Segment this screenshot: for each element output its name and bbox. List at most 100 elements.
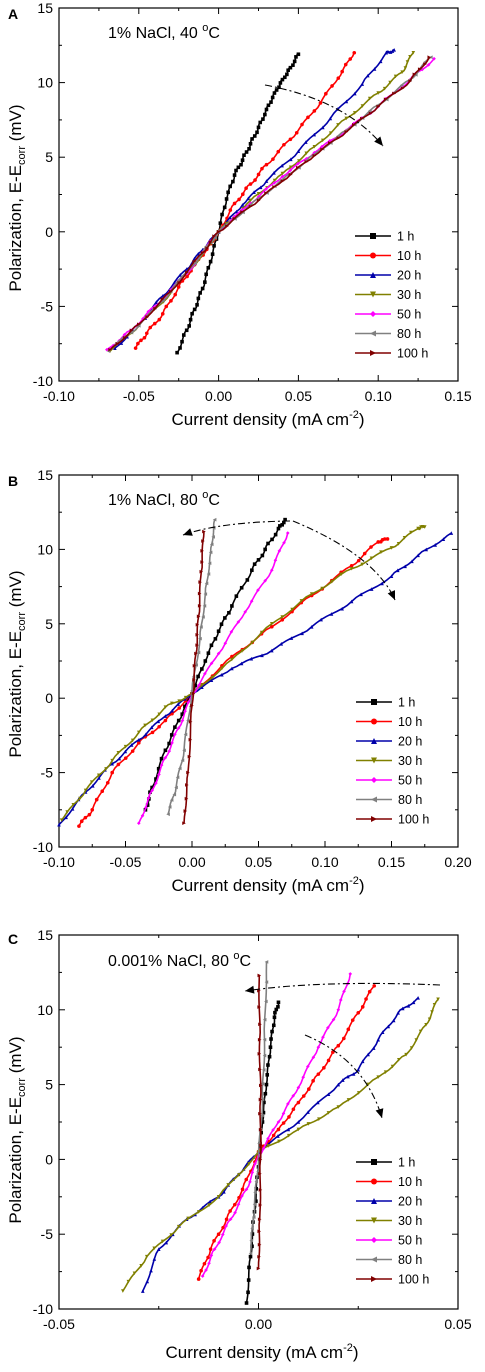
y-axis-title: Polarization, E-Ecorr (mV) — [6, 570, 28, 757]
data-point — [160, 297, 165, 301]
data-point — [286, 1102, 290, 1106]
data-point — [211, 535, 215, 539]
data-point — [296, 1127, 301, 1132]
data-point — [216, 651, 221, 656]
data-point — [232, 173, 237, 177]
data-point — [288, 157, 293, 162]
data-point — [182, 821, 186, 825]
data-point — [328, 131, 333, 136]
data-point — [207, 561, 212, 566]
data-point — [247, 1265, 251, 1270]
data-point — [264, 187, 268, 191]
chart-body: -0.10 -0.05 0.00 0.05 0.10 0.15 0.20 -10 -5 0 5 10 1… — [33, 467, 472, 870]
data-point — [157, 712, 162, 717]
data-point — [278, 81, 283, 85]
data-point — [216, 1232, 221, 1237]
data-point — [244, 150, 249, 154]
data-point — [223, 616, 227, 620]
x-tick-label: -0.10 — [43, 854, 75, 870]
series-30h — [121, 997, 440, 1293]
data-point — [366, 1082, 370, 1087]
data-point — [441, 537, 446, 541]
data-point — [395, 568, 400, 573]
data-point — [320, 138, 325, 143]
data-point — [240, 158, 245, 162]
data-point — [256, 195, 261, 199]
data-point — [199, 569, 204, 574]
data-point — [253, 1161, 257, 1166]
data-point — [246, 1278, 251, 1282]
data-point — [276, 1005, 280, 1009]
x-tick-label: -0.05 — [43, 1316, 75, 1332]
data-point — [104, 767, 108, 771]
data-point — [156, 766, 161, 771]
data-point — [222, 205, 227, 210]
data-point — [153, 306, 157, 311]
data-point — [197, 591, 202, 596]
x-tick-label: 0.00 — [205, 388, 232, 404]
data-point — [228, 184, 232, 189]
data-point — [270, 537, 274, 542]
data-point — [270, 568, 274, 573]
panel-annotation: 1% NaCl, 40 oC — [108, 22, 220, 42]
data-point — [204, 1268, 208, 1272]
legend-label: 10 h — [398, 715, 422, 729]
data-point — [209, 542, 214, 547]
data-point — [288, 172, 293, 177]
data-point — [143, 723, 147, 728]
data-point — [386, 49, 390, 54]
data-point — [245, 578, 250, 582]
data-point — [201, 539, 205, 543]
data-point — [208, 1199, 212, 1204]
data-point — [192, 259, 196, 264]
data-point — [344, 130, 349, 134]
legend-label: 80 h — [398, 1253, 422, 1267]
data-point — [418, 1029, 423, 1034]
data-point — [231, 179, 235, 184]
data-point — [258, 1157, 263, 1162]
data-point — [226, 190, 230, 195]
legend-label: 20 h — [397, 269, 421, 283]
data-point — [230, 604, 234, 608]
data-point — [222, 1189, 226, 1194]
data-point — [341, 1078, 345, 1082]
data-point — [342, 989, 346, 994]
data-point — [115, 342, 120, 346]
data-point — [263, 112, 267, 117]
data-point — [187, 754, 192, 759]
data-point — [296, 161, 300, 166]
series-line — [183, 531, 205, 824]
data-point — [367, 989, 372, 994]
data-point — [251, 1215, 256, 1219]
data-point — [224, 1217, 229, 1222]
data-point — [296, 149, 301, 154]
data-point — [200, 685, 204, 690]
data-point — [316, 1045, 321, 1049]
data-point — [376, 104, 380, 109]
data-point — [221, 1232, 225, 1237]
data-point — [180, 712, 185, 716]
data-point — [203, 592, 208, 596]
data-point — [144, 805, 148, 810]
data-point — [336, 123, 340, 127]
data-point — [249, 656, 254, 661]
y-tick-label: 10 — [37, 75, 53, 91]
data-point — [256, 191, 261, 196]
trend-arrow-head — [374, 136, 383, 146]
data-point — [397, 1057, 401, 1062]
data-point — [276, 1127, 281, 1132]
legend-marker — [371, 757, 377, 764]
x-tick-label: 0.05 — [444, 1316, 471, 1332]
data-point — [359, 592, 363, 597]
data-point — [123, 749, 128, 754]
data-point — [261, 1110, 266, 1115]
data-point — [202, 604, 207, 608]
data-point — [169, 733, 174, 737]
data-point — [195, 303, 199, 307]
legend-label: 50 h — [398, 774, 422, 788]
data-point — [234, 168, 238, 173]
data-point — [166, 812, 170, 817]
data-point — [342, 1036, 346, 1041]
trend-arrow-secondary-head — [245, 985, 255, 994]
data-point — [320, 144, 324, 149]
